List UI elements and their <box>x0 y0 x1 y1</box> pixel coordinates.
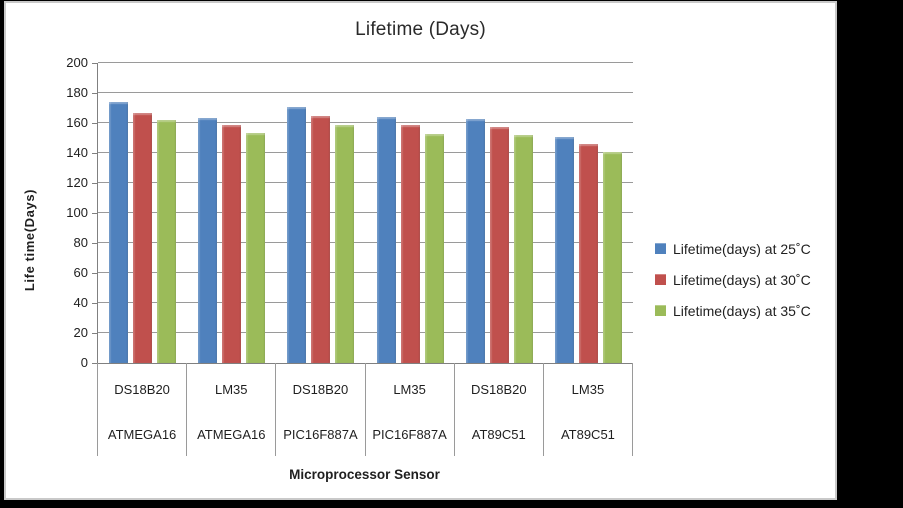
bar-series2-lm35-pic16f887a <box>400 125 420 363</box>
bar-group-ds18b20-at89c51 <box>455 63 544 363</box>
gridline-60 <box>98 272 633 273</box>
category-microprocessor-label: AT89C51 <box>471 427 526 442</box>
bar-series3-lm35-at89c51 <box>602 151 622 363</box>
bar-group-lm35-atmega16 <box>187 63 276 363</box>
bar-series3-ds18b20-pic16f887a <box>335 124 355 363</box>
legend-item-1: Lifetime(days) at 25˚C <box>655 233 811 264</box>
y-tick-mark-180 <box>92 93 97 94</box>
legend-swatch-icon <box>655 305 666 316</box>
legend-label: Lifetime(days) at 25˚C <box>673 240 811 257</box>
y-tick-mark-200 <box>92 63 97 64</box>
bar-series2-ds18b20-atmega16 <box>133 112 153 363</box>
y-tick-label-60: 60 <box>73 265 88 280</box>
category-cell-3: DS18B20 PIC16F887A <box>276 363 366 456</box>
category-sensor-label: LM35 <box>571 382 605 397</box>
bar-series1-lm35-pic16f887a <box>376 117 396 363</box>
category-sensor-label: LM35 <box>214 382 248 397</box>
bar-group-lm35-at89c51 <box>544 63 633 363</box>
legend-swatch-icon <box>655 274 666 285</box>
bar-series2-ds18b20-pic16f887a <box>311 116 331 363</box>
category-cell-4: LM35 PIC16F887A <box>366 363 455 456</box>
category-cell-5: DS18B20 AT89C51 <box>455 363 544 456</box>
bar-series3-ds18b20-at89c51 <box>513 135 533 363</box>
category-cell-6: LM35 AT89C51 <box>544 363 634 456</box>
bar-group-ds18b20-pic16f887a <box>276 63 365 363</box>
y-tick-label-180: 180 <box>66 85 88 100</box>
legend: Lifetime(days) at 25˚C Lifetime(days) at … <box>655 233 811 326</box>
y-tick-label-20: 20 <box>73 325 88 340</box>
y-tick-label-140: 140 <box>66 145 88 160</box>
category-cell-2: LM35 ATMEGA16 <box>187 363 277 456</box>
legend-label: Lifetime(days) at 30˚C <box>673 271 811 288</box>
y-tick-label-200: 200 <box>66 55 88 70</box>
y-tick-mark-120 <box>92 183 97 184</box>
category-microprocessor-label: ATMEGA16 <box>107 427 177 442</box>
bar-series1-lm35-atmega16 <box>198 117 218 363</box>
gridline-80 <box>98 242 633 243</box>
y-tick-mark-60 <box>92 273 97 274</box>
category-microprocessor-label: ATMEGA16 <box>197 427 266 442</box>
category-sensor-label: DS18B20 <box>114 382 170 397</box>
legend-label: Lifetime(days) at 35˚C <box>673 302 811 319</box>
chart-title: Lifetime (Days) <box>355 19 486 40</box>
bar-series1-lm35-at89c51 <box>554 136 574 363</box>
y-tick-label-120: 120 <box>66 175 88 190</box>
gridline-200 <box>98 62 633 63</box>
y-tick-mark-0 <box>92 363 97 364</box>
bar-series2-lm35-at89c51 <box>578 144 598 363</box>
legend-item-2: Lifetime(days) at 30˚C <box>655 264 811 295</box>
bars-layer <box>98 63 633 363</box>
gridline-180 <box>98 92 633 93</box>
y-tick-mark-20 <box>92 333 97 334</box>
bar-series1-ds18b20-atmega16 <box>109 102 129 363</box>
bar-series3-lm35-pic16f887a <box>424 133 444 363</box>
category-axis-table: DS18B20 ATMEGA16 LM35 ATMEGA16 DS18B20 PIC16F… <box>97 363 634 456</box>
bar-series1-ds18b20-at89c51 <box>465 119 485 363</box>
y-tick-label-160: 160 <box>66 115 88 130</box>
gridline-160 <box>98 122 633 123</box>
x-axis-title: Microprocessor Sensor <box>289 467 440 482</box>
y-tick-mark-40 <box>92 303 97 304</box>
y-tick-label-100: 100 <box>66 205 88 220</box>
bar-series1-ds18b20-pic16f887a <box>287 107 307 363</box>
category-cell-1: DS18B20 ATMEGA16 <box>98 363 188 456</box>
bar-series2-ds18b20-at89c51 <box>489 126 509 363</box>
plot-area <box>97 62 633 364</box>
bar-series3-ds18b20-atmega16 <box>157 120 177 363</box>
category-microprocessor-label: PIC16F887A <box>283 427 358 442</box>
gridline-40 <box>98 302 633 303</box>
legend-swatch-icon <box>655 243 666 254</box>
category-microprocessor-label: AT89C51 <box>560 427 615 442</box>
gridline-100 <box>98 212 633 213</box>
gridline-140 <box>98 152 633 153</box>
bar-series2-lm35-atmega16 <box>222 125 242 363</box>
bar-group-ds18b20-atmega16 <box>98 63 187 363</box>
y-tick-label-40: 40 <box>73 295 88 310</box>
y-tick-mark-140 <box>92 153 97 154</box>
chart-panel: Lifetime (Days) Life time(Days) 0 20 40 60 8… <box>4 1 837 500</box>
gridline-120 <box>98 182 633 183</box>
bar-group-lm35-pic16f887a <box>366 63 455 363</box>
category-sensor-label: DS18B20 <box>292 382 349 397</box>
bar-series3-lm35-atmega16 <box>246 132 266 363</box>
category-sensor-label: DS18B20 <box>470 382 527 397</box>
category-sensor-label: LM35 <box>393 382 426 397</box>
y-tick-mark-100 <box>92 213 97 214</box>
legend-item-3: Lifetime(days) at 35˚C <box>655 295 811 326</box>
y-tick-mark-160 <box>92 123 97 124</box>
category-microprocessor-label: PIC16F887A <box>372 427 447 442</box>
y-tick-mark-80 <box>92 243 97 244</box>
gridline-20 <box>98 332 633 333</box>
y-tick-label-0: 0 <box>80 355 88 370</box>
y-tick-label-80: 80 <box>73 235 88 250</box>
